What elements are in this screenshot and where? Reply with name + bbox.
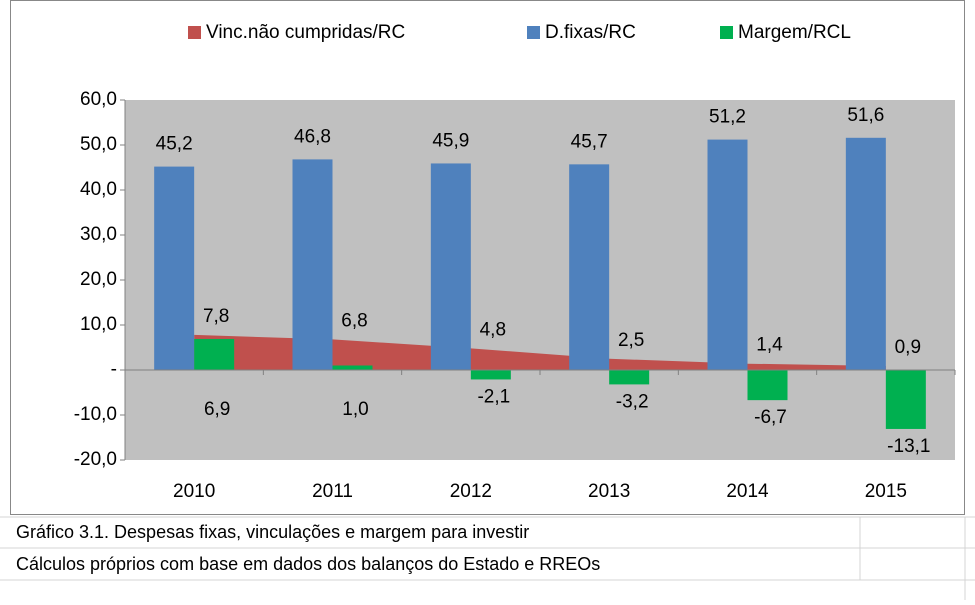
y-tick-label: 50,0 [80, 134, 117, 155]
bar [569, 164, 610, 370]
bar [154, 166, 195, 370]
caption: Gráfico 3.1. Despesas fixas, vinculações… [16, 522, 529, 542]
legend-label: Margem/RCL [738, 22, 851, 43]
legend-swatch [527, 26, 540, 39]
bar [609, 370, 650, 385]
chart: -20,0-10,0-10,020,030,040,050,060,07,8 6,… [74, 22, 956, 502]
data-label: -6,7 [754, 407, 787, 428]
y-tick-label: -10,0 [74, 404, 117, 425]
bar [332, 365, 373, 370]
data-label: 6,8 [341, 310, 367, 331]
data-label: 1,4 [756, 335, 783, 356]
x-tick-label: 2014 [726, 481, 769, 502]
data-label: 6,9 [204, 399, 230, 420]
x-tick-label: 2013 [588, 481, 630, 502]
legend-label: Vinc.não cumpridas/RC [206, 22, 405, 43]
data-label: -2,1 [477, 386, 510, 407]
x-tick-label: 2011 [312, 481, 353, 502]
data-label: -3,2 [616, 391, 649, 412]
legend-label: D.fixas/RC [545, 22, 636, 43]
y-tick-label: 30,0 [80, 224, 117, 245]
data-label: 4,8 [480, 319, 506, 340]
x-tick-label: 2015 [865, 481, 907, 502]
bar [885, 370, 926, 429]
bar [747, 370, 788, 401]
data-label: 0,9 [895, 337, 921, 358]
x-tick-label: 2010 [173, 481, 215, 502]
y-tick-label: 60,0 [80, 89, 117, 110]
data-label: 7,8 [203, 306, 229, 327]
data-label: 51,2 [709, 107, 746, 128]
y-tick-label: - [111, 359, 117, 380]
plot-area [125, 100, 955, 460]
x-tick-label: 2012 [450, 481, 492, 502]
bar [430, 163, 471, 370]
data-label: 2,5 [618, 330, 644, 351]
legend-swatch [188, 26, 201, 39]
bar [194, 338, 235, 370]
y-tick-label: 40,0 [80, 179, 117, 200]
data-label: -13,1 [887, 436, 930, 457]
bar [292, 159, 333, 370]
data-label: 45,9 [432, 130, 469, 151]
data-label: 45,7 [571, 131, 608, 152]
bar [707, 139, 748, 370]
area [194, 334, 886, 370]
legend-swatch [720, 26, 733, 39]
source: Cálculos próprios com base em dados dos … [16, 554, 600, 574]
data-label: 51,6 [847, 105, 884, 126]
y-tick-label: -20,0 [74, 449, 117, 470]
y-tick-label: 10,0 [80, 314, 117, 335]
data-label: 45,2 [156, 134, 193, 155]
bar [845, 137, 886, 370]
data-label: 1,0 [342, 399, 368, 420]
bar [470, 370, 511, 380]
y-tick-label: 20,0 [80, 269, 117, 290]
data-label: 46,8 [294, 126, 331, 147]
